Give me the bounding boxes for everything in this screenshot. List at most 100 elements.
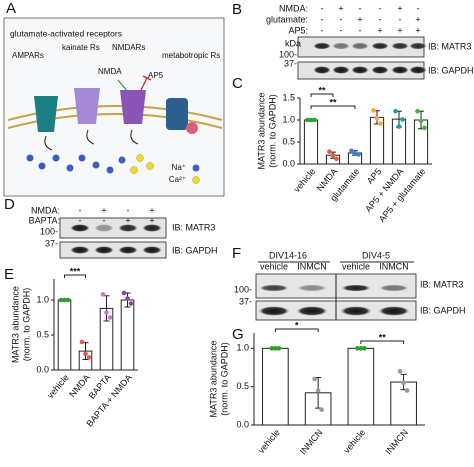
group-label: DIV14-16 — [269, 250, 307, 260]
significance-bracket — [64, 274, 86, 278]
condition-sign: + — [415, 25, 420, 35]
data-point — [305, 117, 310, 123]
blot-band — [371, 42, 389, 50]
condition-sign: + — [357, 14, 362, 24]
condition-sign: - — [321, 25, 324, 35]
condition-sign: + — [149, 215, 154, 225]
significance-label: ** — [379, 332, 387, 342]
condition-label: BAPTA: — [29, 215, 60, 225]
data-point — [276, 346, 282, 351]
significance-bracket — [310, 105, 356, 109]
lane-label: INMCN — [297, 261, 327, 271]
data-point — [65, 297, 71, 303]
panel-label: B — [232, 1, 242, 18]
x-tick-label: vehicle — [292, 166, 318, 194]
condition-sign: - — [399, 14, 402, 24]
data-point — [100, 292, 106, 297]
marker-label: 37- — [284, 58, 297, 68]
antagonist-bar — [142, 75, 152, 81]
condition-sign: - — [417, 3, 420, 13]
data-point — [121, 290, 127, 296]
y-axis-label: (norm. to GAPDH) — [219, 342, 229, 416]
condition-sign: + — [338, 3, 343, 13]
condition-sign: - — [79, 215, 82, 225]
bar — [303, 119, 319, 165]
data-point — [358, 346, 364, 351]
antagonist-label: AP5 — [148, 71, 164, 80]
data-point — [371, 108, 376, 113]
data-point — [418, 118, 424, 124]
g-protein — [186, 122, 198, 134]
data-point — [401, 380, 406, 386]
lane-label: vehicle — [342, 261, 370, 271]
blot-band — [94, 246, 114, 254]
data-point — [86, 355, 92, 360]
panel-label: E — [4, 266, 14, 283]
significance-label: * — [295, 320, 299, 330]
data-point — [269, 346, 275, 351]
blot-d: 100- 37- IB: MATR3 IB: GAPDH NMDA: - + - +BA… — [29, 205, 218, 259]
condition-sign: - — [127, 205, 130, 215]
condition-sign: + — [397, 25, 402, 35]
significance-bracket — [274, 328, 319, 332]
data-point — [308, 117, 314, 123]
panel-label: G — [232, 326, 244, 343]
blot-f: DIV14-16 DIV4-5 100- 37- IB: MATR3 IB: G… — [234, 250, 466, 321]
lane-label: vehicle — [260, 261, 288, 271]
nmda-receptor — [120, 90, 146, 124]
x-tick-label: AP5 — [365, 166, 384, 185]
blot-band — [297, 284, 327, 292]
sodium-ions — [26, 154, 126, 174]
marker-label: 100- — [234, 284, 252, 294]
data-point — [58, 297, 64, 303]
x-tick-label: INMCN — [298, 427, 325, 456]
blot-band — [142, 224, 162, 232]
condition-sign: - — [379, 3, 382, 13]
ion-label: Na⁺ — [172, 163, 186, 172]
y-tick-label: 1.0 — [236, 343, 249, 353]
y-tick-label: 0.5 — [36, 329, 49, 339]
blot-band — [379, 284, 409, 292]
bar-chart: MATR3 abundance(norm. to GAPDH) 0.0 0.5 1.0… — [256, 85, 432, 224]
x-tick-label: vehicle — [45, 372, 71, 400]
x-tick-label: vehicle — [342, 427, 368, 455]
y-tick-label: 0.5 — [282, 136, 295, 146]
condition-sign: - — [103, 215, 106, 225]
blot-band — [391, 66, 409, 74]
y-tick-label: 0.5 — [236, 381, 249, 391]
bar — [347, 347, 375, 426]
blot-band — [258, 306, 290, 316]
ion-label: Ca²⁺ — [169, 175, 186, 184]
y-tick-label: 1.0 — [36, 294, 49, 304]
data-point — [273, 346, 278, 351]
data-point — [393, 108, 398, 114]
data-point — [356, 152, 361, 157]
y-axis-label: (norm. to GAPDH) — [21, 288, 31, 362]
significance-label: ** — [329, 97, 337, 107]
data-point — [422, 125, 427, 131]
significance-label: ** — [318, 85, 326, 95]
blot-band — [340, 306, 372, 316]
agonist-label: NMDA — [98, 67, 122, 76]
receptor-label: kainate Rs — [62, 43, 100, 52]
bar — [262, 347, 289, 426]
data-point — [107, 315, 113, 320]
condition-sign: + — [377, 25, 382, 35]
blot-band — [118, 246, 138, 254]
data-point — [404, 388, 410, 393]
probe-label: IB: GAPDH — [428, 65, 474, 75]
y-tick-label: 1.0 — [282, 114, 295, 124]
flow-arrow — [130, 129, 139, 145]
data-point — [315, 388, 321, 393]
legend-dot — [192, 164, 200, 172]
membrane — [7, 113, 223, 129]
data-point — [362, 346, 367, 351]
data-point — [312, 117, 317, 123]
panel-label: A — [6, 0, 16, 17]
condition-sign: + — [101, 205, 106, 215]
probe-label: IB: GAPDH — [420, 305, 466, 315]
data-point — [319, 407, 324, 412]
blot-band — [259, 284, 289, 292]
data-point — [83, 351, 88, 357]
receptor-label: AMPARs — [12, 51, 44, 60]
